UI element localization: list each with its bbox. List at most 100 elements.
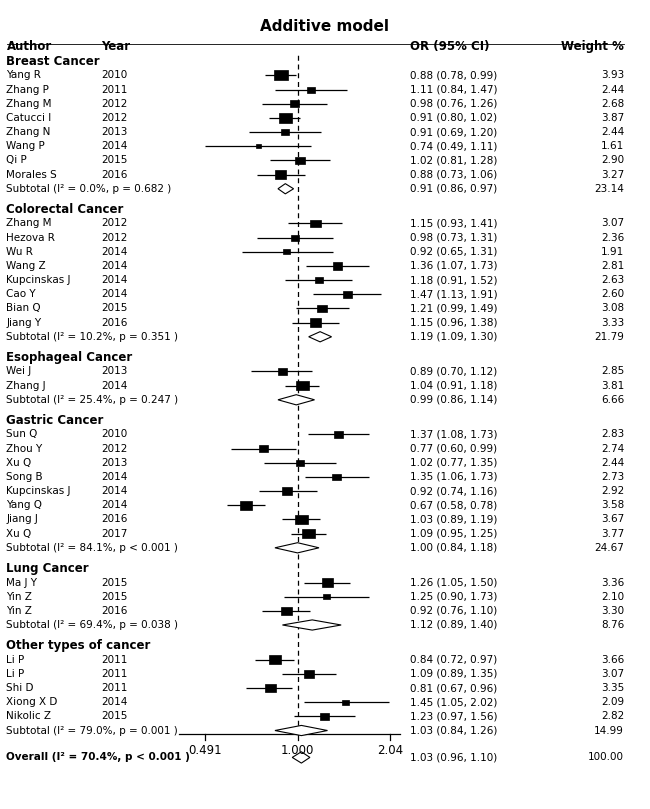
Bar (259, 445, 268, 452)
Text: 3.30: 3.30 (601, 606, 624, 616)
Text: 2013: 2013 (101, 127, 127, 137)
Bar (256, 144, 261, 148)
Text: Zhang P: Zhang P (6, 85, 49, 95)
Text: Xu Q: Xu Q (6, 528, 32, 539)
Text: Colorectal Cancer: Colorectal Cancer (6, 203, 124, 216)
Text: 1.04 (0.91, 1.18): 1.04 (0.91, 1.18) (410, 380, 497, 391)
Text: 3.66: 3.66 (601, 654, 624, 665)
Text: 2014: 2014 (101, 486, 127, 496)
Text: 8.76: 8.76 (601, 620, 624, 630)
Text: Shi D: Shi D (6, 683, 34, 693)
Bar (276, 171, 287, 179)
Text: 3.08: 3.08 (601, 303, 624, 313)
Bar (311, 219, 321, 227)
Text: Gastric Cancer: Gastric Cancer (6, 414, 104, 427)
Bar (291, 100, 300, 107)
Text: 2014: 2014 (101, 247, 127, 256)
Text: 2.83: 2.83 (601, 430, 624, 439)
Text: 2014: 2014 (101, 697, 127, 707)
Text: 0.92 (0.76, 1.10): 0.92 (0.76, 1.10) (410, 606, 497, 616)
Text: 0.91 (0.86, 0.97): 0.91 (0.86, 0.97) (410, 184, 497, 194)
Bar (302, 529, 315, 539)
Text: 21.79: 21.79 (594, 332, 624, 341)
Text: Xiong X D: Xiong X D (6, 697, 58, 707)
Text: 1.09 (0.89, 1.35): 1.09 (0.89, 1.35) (410, 669, 497, 679)
Text: 3.77: 3.77 (601, 528, 624, 539)
Text: 2.92: 2.92 (601, 486, 624, 496)
Text: 2016: 2016 (101, 318, 127, 328)
Text: 2.63: 2.63 (601, 275, 624, 285)
Text: Morales S: Morales S (6, 170, 57, 180)
Bar (283, 249, 290, 254)
Text: 23.14: 23.14 (594, 184, 624, 194)
Text: 2013: 2013 (101, 366, 127, 376)
Bar (315, 277, 324, 283)
Text: 2012: 2012 (101, 99, 127, 108)
Text: Jiang J: Jiang J (6, 515, 38, 524)
Text: 3.58: 3.58 (601, 500, 624, 510)
Text: 0.77 (0.60, 0.99): 0.77 (0.60, 0.99) (410, 443, 497, 454)
Text: Breast Cancer: Breast Cancer (6, 55, 100, 68)
Text: 2011: 2011 (101, 669, 127, 679)
Text: 0.99 (0.86, 1.14): 0.99 (0.86, 1.14) (410, 395, 497, 404)
Text: 2.90: 2.90 (601, 155, 624, 165)
Text: 3.93: 3.93 (601, 70, 624, 80)
Polygon shape (278, 184, 294, 194)
Text: 2013: 2013 (101, 458, 127, 468)
Bar (320, 713, 329, 720)
Text: 1.91: 1.91 (601, 247, 624, 256)
Bar (310, 319, 321, 327)
Text: 2016: 2016 (101, 170, 127, 180)
Bar (304, 670, 314, 678)
Text: 2012: 2012 (101, 218, 127, 228)
Text: 2011: 2011 (101, 85, 127, 95)
Text: 0.81 (0.67, 0.96): 0.81 (0.67, 0.96) (410, 683, 497, 693)
Text: Year: Year (101, 40, 130, 53)
Text: 0.91 (0.69, 1.20): 0.91 (0.69, 1.20) (410, 127, 497, 137)
Polygon shape (275, 726, 328, 735)
Text: 3.36: 3.36 (601, 578, 624, 587)
Text: 2016: 2016 (101, 515, 127, 524)
Text: 1.03 (0.96, 1.10): 1.03 (0.96, 1.10) (410, 752, 497, 762)
Text: 6.66: 6.66 (601, 395, 624, 404)
Text: Other types of cancer: Other types of cancer (6, 639, 151, 652)
Text: Bian Q: Bian Q (6, 303, 41, 313)
Text: Zhang M: Zhang M (6, 218, 52, 228)
Text: 3.67: 3.67 (601, 515, 624, 524)
Text: Subtotal (I² = 84.1%, p < 0.001 ): Subtotal (I² = 84.1%, p < 0.001 ) (6, 543, 178, 553)
Bar (296, 381, 309, 391)
Bar (291, 235, 299, 240)
Text: Nikolic Z: Nikolic Z (6, 711, 51, 722)
Text: 2014: 2014 (101, 275, 127, 285)
Text: Hezova R: Hezova R (6, 233, 55, 243)
Text: Zhang M: Zhang M (6, 99, 52, 108)
Bar (278, 368, 287, 375)
Text: 3.27: 3.27 (601, 170, 624, 180)
Text: Subtotal (I² = 10.2%, p = 0.351 ): Subtotal (I² = 10.2%, p = 0.351 ) (6, 332, 179, 341)
Text: 1.47 (1.13, 1.91): 1.47 (1.13, 1.91) (410, 290, 497, 299)
Text: 1.19 (1.09, 1.30): 1.19 (1.09, 1.30) (410, 332, 497, 341)
Text: 2.09: 2.09 (601, 697, 624, 707)
Bar (343, 291, 352, 298)
Text: 3.35: 3.35 (601, 683, 624, 693)
Text: 2015: 2015 (101, 711, 127, 722)
Bar (317, 304, 328, 312)
Text: Kupcinskas J: Kupcinskas J (6, 275, 71, 285)
Text: 2014: 2014 (101, 500, 127, 510)
Text: 2014: 2014 (101, 290, 127, 299)
Text: 2.68: 2.68 (601, 99, 624, 108)
Polygon shape (283, 620, 341, 630)
Bar (274, 70, 287, 80)
Text: 2014: 2014 (101, 261, 127, 271)
Text: 2014: 2014 (101, 380, 127, 391)
Text: Li P: Li P (6, 654, 25, 665)
Bar (323, 594, 330, 599)
Bar (268, 655, 281, 664)
Text: 0.491: 0.491 (188, 744, 222, 757)
Text: Jiang Y: Jiang Y (6, 318, 42, 328)
Text: Yin Z: Yin Z (6, 606, 32, 616)
Text: 100.00: 100.00 (588, 752, 624, 762)
Text: Wang Z: Wang Z (6, 261, 46, 271)
Text: Subtotal (I² = 25.4%, p = 0.247 ): Subtotal (I² = 25.4%, p = 0.247 ) (6, 395, 179, 404)
Bar (281, 129, 289, 135)
